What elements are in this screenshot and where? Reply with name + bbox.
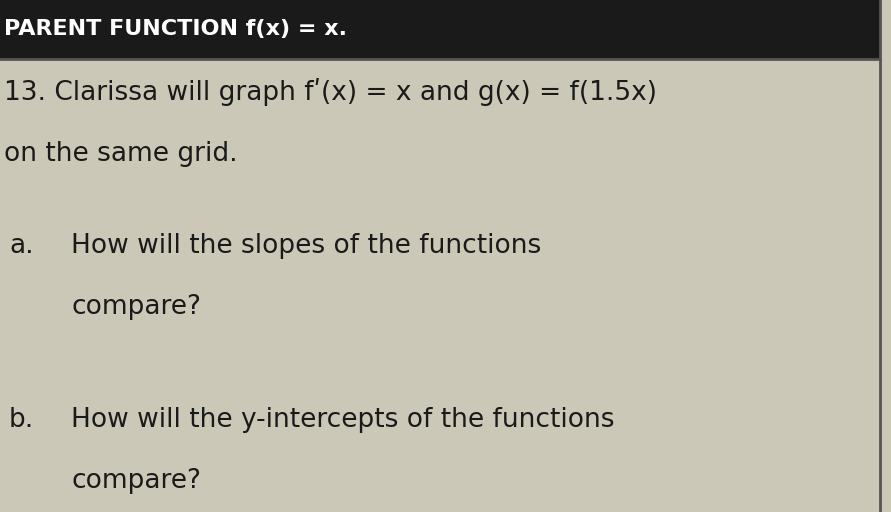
Text: on the same grid.: on the same grid.	[4, 141, 238, 166]
Text: a.: a.	[9, 233, 34, 259]
Text: b.: b.	[9, 407, 34, 433]
Text: PARENT FUNCTION f(x) = x.: PARENT FUNCTION f(x) = x.	[4, 19, 347, 39]
FancyBboxPatch shape	[0, 0, 880, 59]
Text: 13. Clarissa will graph fʹ(x) = x and g(x) = f(1.5x): 13. Clarissa will graph fʹ(x) = x and g(…	[4, 78, 658, 106]
Text: How will the y-intercepts of the functions: How will the y-intercepts of the functio…	[71, 407, 615, 433]
Text: compare?: compare?	[71, 468, 201, 494]
Text: compare?: compare?	[71, 294, 201, 320]
Text: How will the slopes of the functions: How will the slopes of the functions	[71, 233, 542, 259]
